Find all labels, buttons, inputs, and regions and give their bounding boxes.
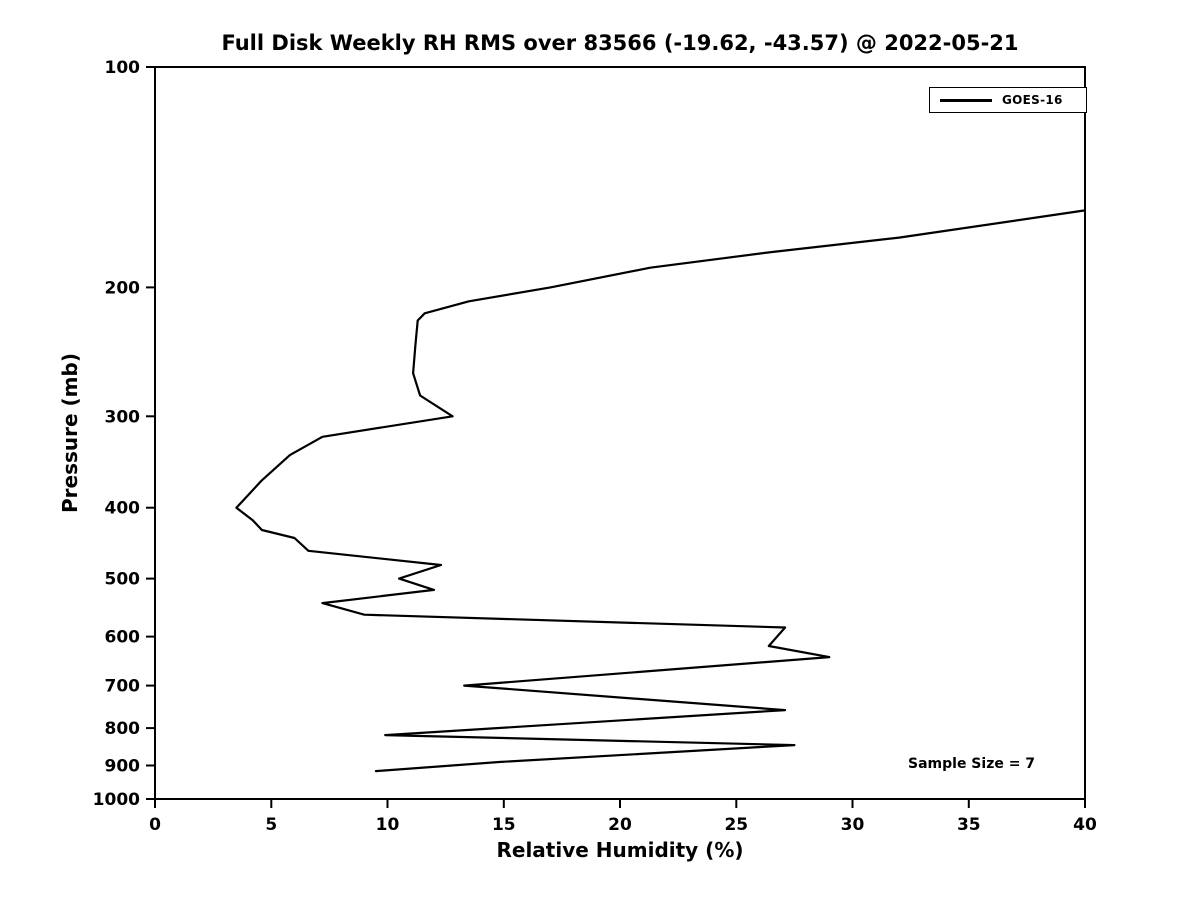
y-tick-label: 800 — [105, 719, 141, 739]
y-tick-label: 100 — [105, 58, 141, 78]
chart-title: Full Disk Weekly RH RMS over 83566 (-19.… — [221, 31, 1019, 55]
legend-label: GOES-16 — [1002, 93, 1063, 107]
y-tick-label: 700 — [105, 677, 141, 697]
series-line-goes-16 — [235, 209, 1087, 773]
x-tick-label: 20 — [608, 815, 632, 835]
y-tick-label: 900 — [105, 757, 141, 777]
x-tick-label: 15 — [492, 815, 516, 835]
y-axis-label: Pressure (mb) — [58, 353, 82, 513]
y-tick-label: 500 — [105, 570, 141, 590]
x-tick-label: 35 — [957, 815, 981, 835]
x-axis-label: Relative Humidity (%) — [496, 838, 744, 862]
y-tick-label: 300 — [105, 407, 141, 427]
x-tick-label: 40 — [1073, 815, 1097, 835]
legend: GOES-16 — [929, 87, 1087, 113]
legend-line-sample — [940, 98, 992, 102]
x-tick-label: 5 — [265, 815, 277, 835]
x-tick-label: 30 — [841, 815, 865, 835]
y-tick-label: 400 — [105, 499, 141, 519]
x-tick-label: 10 — [376, 815, 400, 835]
y-tick-label: 600 — [105, 628, 141, 648]
sample-size-annotation: Sample Size = 7 — [908, 756, 1036, 772]
plot-border — [154, 66, 1086, 800]
y-tick-label: 1000 — [93, 790, 140, 810]
x-tick-label: 25 — [724, 815, 748, 835]
y-tick-label: 200 — [105, 278, 141, 298]
x-tick-label: 0 — [149, 815, 161, 835]
